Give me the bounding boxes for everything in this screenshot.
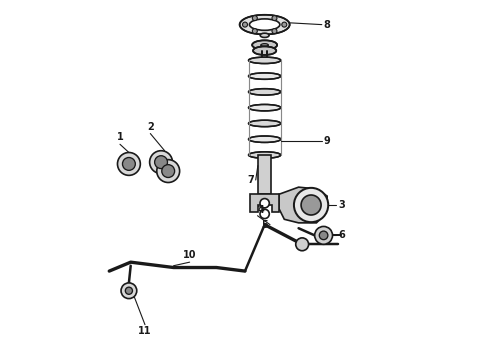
- Ellipse shape: [240, 15, 290, 35]
- Polygon shape: [258, 155, 271, 194]
- Ellipse shape: [248, 89, 281, 95]
- Text: 4: 4: [258, 205, 265, 215]
- Circle shape: [243, 22, 247, 27]
- Circle shape: [260, 209, 270, 219]
- Circle shape: [149, 151, 172, 174]
- Ellipse shape: [248, 104, 281, 111]
- Text: 2: 2: [147, 122, 154, 132]
- Circle shape: [296, 238, 309, 251]
- Circle shape: [301, 195, 321, 215]
- Ellipse shape: [248, 57, 281, 64]
- Ellipse shape: [249, 19, 280, 30]
- Circle shape: [260, 199, 270, 208]
- Circle shape: [294, 188, 328, 222]
- Circle shape: [122, 157, 135, 170]
- Ellipse shape: [248, 136, 281, 143]
- Ellipse shape: [253, 46, 276, 55]
- Circle shape: [157, 159, 180, 183]
- Circle shape: [315, 226, 333, 244]
- Ellipse shape: [248, 152, 281, 158]
- Text: 7: 7: [247, 175, 254, 185]
- Circle shape: [319, 231, 328, 240]
- Ellipse shape: [260, 33, 269, 37]
- Polygon shape: [279, 187, 327, 223]
- Circle shape: [155, 156, 168, 168]
- Ellipse shape: [261, 44, 268, 46]
- Circle shape: [118, 153, 140, 175]
- Circle shape: [121, 283, 137, 298]
- Circle shape: [125, 287, 132, 294]
- Circle shape: [252, 28, 257, 33]
- Text: 5: 5: [262, 220, 268, 230]
- Text: 8: 8: [323, 19, 330, 30]
- Circle shape: [272, 15, 277, 21]
- Ellipse shape: [248, 120, 281, 127]
- Circle shape: [162, 165, 174, 177]
- Text: 11: 11: [138, 327, 152, 337]
- Text: 10: 10: [183, 250, 196, 260]
- Circle shape: [282, 22, 287, 27]
- Ellipse shape: [252, 40, 277, 50]
- Text: 1: 1: [117, 132, 123, 143]
- Polygon shape: [250, 194, 279, 212]
- Circle shape: [252, 15, 257, 21]
- Ellipse shape: [248, 73, 281, 79]
- Text: 3: 3: [338, 200, 344, 210]
- Text: 9: 9: [323, 136, 330, 146]
- Text: 6: 6: [338, 230, 344, 240]
- Circle shape: [272, 28, 277, 33]
